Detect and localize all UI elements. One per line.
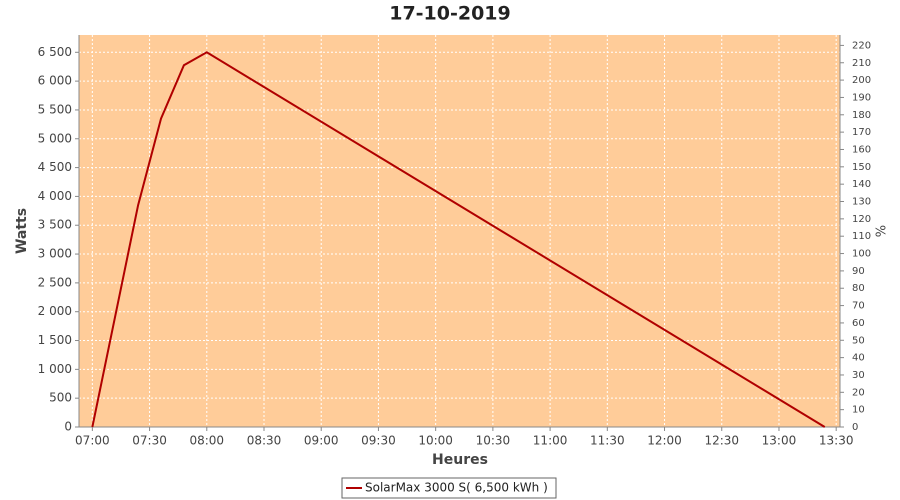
- y-tick-label: 4 000: [38, 189, 72, 203]
- plot-area: [79, 35, 840, 427]
- y2-tick-label: 80: [852, 283, 865, 294]
- y-tick-label: 3 000: [38, 247, 72, 261]
- y-tick-label: 5 000: [38, 131, 72, 145]
- x-tick-label: 12:00: [647, 434, 682, 448]
- x-tick-label: 08:00: [189, 434, 224, 448]
- y2-tick-label: 90: [852, 266, 865, 277]
- y2-tick-label: 60: [852, 318, 865, 329]
- legend-label: SolarMax 3000 S( 6,500 kWh ): [365, 481, 548, 495]
- y-tick-label: 3 500: [38, 218, 72, 232]
- y-tick-label: 6 500: [38, 45, 72, 59]
- y2-tick-label: 150: [852, 162, 871, 173]
- legend-box: [341, 477, 557, 499]
- x-tick-label: 13:00: [762, 434, 797, 448]
- y2-tick-label: 120: [852, 214, 871, 225]
- y2-tick-label: 110: [852, 231, 871, 242]
- y2-tick-label: 180: [852, 110, 871, 121]
- x-tick-label: 13:30: [819, 434, 854, 448]
- x-tick-label: 07:00: [75, 434, 110, 448]
- y-tick-label: 6 000: [38, 74, 72, 88]
- x-tick-label: 11:00: [533, 434, 568, 448]
- y2-tick-label: 160: [852, 144, 871, 155]
- y2-tick-label: 40: [852, 353, 865, 364]
- y2-tick-label: 170: [852, 127, 871, 138]
- y2-tick-label: 10: [852, 405, 865, 416]
- y-tick-label: 0: [64, 420, 72, 434]
- y2-tick-label: 50: [852, 335, 865, 346]
- x-tick-label: 11:30: [590, 434, 625, 448]
- y-tick-label: 2 500: [38, 275, 72, 289]
- y-tick-label: 1 500: [38, 333, 72, 347]
- x-tick-label: 09:30: [361, 434, 396, 448]
- y-tick-label: 4 500: [38, 160, 72, 174]
- y2-tick-label: 130: [852, 197, 871, 208]
- y2-tick-label: 70: [852, 301, 865, 312]
- y2-tick-label: 30: [852, 370, 865, 381]
- x-tick-label: 07:30: [132, 434, 167, 448]
- y2-tick-label: 210: [852, 58, 871, 69]
- y2-tick-label: 140: [852, 179, 871, 190]
- series-line: [91, 51, 826, 428]
- y-tick-label: 1 000: [38, 362, 72, 376]
- x-tick-label: 10:30: [476, 434, 511, 448]
- y-axis-label: Watts: [14, 208, 30, 254]
- y2-tick-label: 220: [852, 40, 871, 51]
- y2-tick-label: 0: [852, 422, 858, 433]
- x-tick-label: 08:30: [247, 434, 282, 448]
- x-tick-label: 10:00: [418, 434, 453, 448]
- y-tick-label: 5 500: [38, 102, 72, 116]
- y2-axis-label: %: [875, 225, 890, 237]
- x-axis-label: Heures: [432, 452, 488, 468]
- x-tick-label: 12:30: [704, 434, 739, 448]
- y-tick-label: 500: [49, 391, 72, 405]
- y2-tick-label: 200: [852, 75, 871, 86]
- x-tick-label: 09:00: [304, 434, 339, 448]
- y2-tick-label: 100: [852, 249, 871, 260]
- y2-tick-label: 20: [852, 387, 865, 398]
- y2-tick-label: 190: [852, 92, 871, 103]
- y-tick-label: 2 000: [38, 304, 72, 318]
- chart-title: 17-10-2019: [389, 3, 511, 25]
